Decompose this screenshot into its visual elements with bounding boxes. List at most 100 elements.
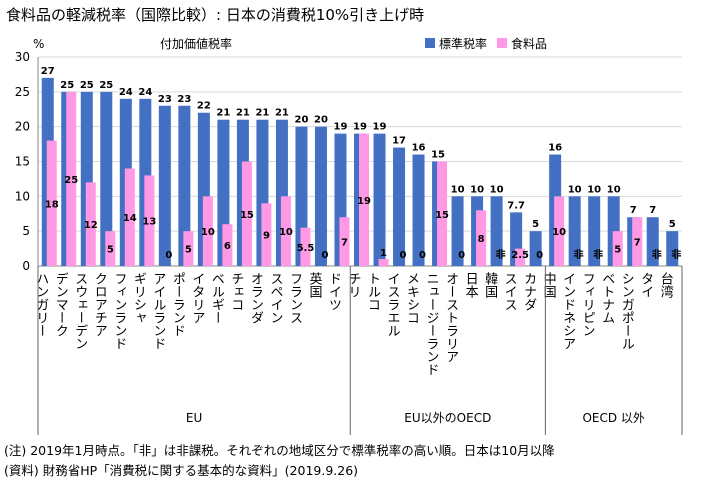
x-category-label: スイス	[502, 272, 517, 311]
x-category-label: スペイン	[267, 272, 283, 324]
bar-food	[476, 210, 487, 266]
bar-standard	[451, 196, 464, 266]
data-label-standard: 16	[412, 143, 426, 154]
bar-food	[339, 217, 350, 266]
bar-standard	[588, 196, 601, 266]
data-label-food: 10	[279, 227, 293, 238]
bar-food	[241, 161, 252, 266]
y-axis-unit: %	[33, 37, 44, 51]
data-label-standard: 21	[255, 108, 269, 119]
data-label-food: 25	[64, 175, 78, 186]
x-category-label: デンマーク	[53, 272, 68, 337]
x-category-label: メキシコ	[404, 272, 419, 324]
x-category-label: イスラエル	[385, 272, 400, 337]
x-category-label: オランダ	[248, 272, 263, 324]
data-label-food: 非	[496, 248, 506, 261]
group-label: EU	[186, 411, 202, 425]
y-tick-label: 5	[22, 224, 30, 238]
bar-food	[144, 175, 155, 266]
group-label: EU以外のOECD	[404, 411, 491, 425]
bar-food	[261, 203, 272, 266]
data-label-standard: 19	[334, 122, 348, 133]
data-label-standard: 22	[197, 101, 211, 112]
y-tick-label: 15	[15, 155, 30, 169]
data-label-standard: 15	[431, 150, 445, 161]
bar-standard	[393, 147, 406, 266]
data-label-food: 1	[380, 248, 387, 259]
data-label-food: 非	[652, 248, 662, 261]
bar-food	[632, 217, 643, 266]
bar-standard	[646, 217, 659, 266]
bar-standard	[178, 105, 191, 267]
data-label-standard: 20	[314, 115, 328, 126]
data-label-standard: 23	[177, 94, 191, 105]
data-label-standard: 21	[275, 108, 289, 119]
data-label-standard: 24	[138, 87, 152, 98]
data-label-standard: 7	[630, 205, 637, 216]
x-category-label: ドイツ	[326, 272, 341, 311]
bar-standard	[666, 231, 679, 266]
bar-food	[46, 140, 57, 266]
footnote: (注) 2019年1月時点。「非」は非課税。それぞれの地域区分で標準税率の高い順…	[4, 443, 555, 458]
data-label-standard: 10	[607, 184, 621, 195]
bar-standard	[373, 133, 386, 266]
y-tick-label: 25	[15, 85, 30, 99]
data-label-food: 5	[185, 245, 192, 256]
bar-food	[280, 196, 291, 266]
data-label-standard: 25	[99, 80, 113, 91]
data-label-food: 5.5	[297, 243, 315, 254]
bar-food	[124, 168, 135, 266]
data-label-standard: 7.7	[507, 200, 525, 211]
bar-food	[105, 231, 116, 266]
x-category-label: 英国	[306, 272, 322, 298]
data-label-standard: 10	[587, 184, 601, 195]
data-label-standard: 10	[451, 184, 465, 195]
data-label-food: 0	[536, 250, 543, 261]
data-label-standard: 16	[548, 143, 562, 154]
data-label-food: 5	[614, 245, 621, 256]
legend-swatch-standard	[425, 38, 435, 48]
x-category-label: 中国	[541, 272, 556, 298]
bar-food	[378, 259, 389, 266]
x-category-label: ギリシャ	[131, 272, 146, 324]
legend-swatch-food	[497, 38, 507, 48]
data-label-food: 7	[341, 238, 348, 249]
bar-food	[300, 227, 311, 266]
bar-food	[202, 196, 213, 266]
data-label-standard: 21	[216, 108, 230, 119]
x-category-label: 日本	[463, 272, 479, 298]
data-label-standard: 10	[490, 184, 504, 195]
data-label-food: 8	[478, 234, 485, 245]
source-note: (資料) 財務省HP「消費税に関する基本的な資料」(2019.9.26)	[4, 463, 359, 478]
data-label-food: 2.5	[511, 250, 529, 261]
y-tick-label: 30	[15, 50, 30, 64]
x-category-label: クロアチア	[92, 272, 107, 337]
bar-standard	[529, 231, 542, 266]
data-label-food: 14	[123, 213, 137, 224]
data-label-standard: 7	[649, 205, 656, 216]
x-category-label: チェコ	[228, 272, 243, 311]
data-label-food: 非	[593, 248, 603, 261]
data-label-standard: 23	[158, 94, 172, 105]
group-label: OECD 以外	[582, 411, 644, 425]
chart-subtitle: 付加価値税率	[160, 36, 232, 51]
x-category-label: 台湾	[658, 272, 674, 298]
x-category-label: チリ	[346, 272, 361, 298]
data-label-standard: 17	[392, 136, 406, 147]
x-category-label: ポーランド	[170, 272, 185, 337]
data-label-standard: 25	[80, 80, 94, 91]
data-label-food: 0	[458, 250, 465, 261]
bar-food	[437, 161, 448, 266]
y-tick-label: 0	[22, 259, 30, 273]
bar-standard	[100, 91, 113, 266]
data-label-standard: 27	[41, 66, 55, 77]
bar-food	[515, 248, 526, 266]
bar-standard	[412, 154, 425, 266]
bar-standard	[490, 196, 503, 266]
x-category-label: ベトナム	[599, 272, 615, 324]
data-label-food: 7	[634, 238, 641, 249]
bar-food	[222, 224, 233, 266]
data-label-standard: 10	[470, 184, 484, 195]
x-category-label: タイ	[638, 272, 653, 298]
